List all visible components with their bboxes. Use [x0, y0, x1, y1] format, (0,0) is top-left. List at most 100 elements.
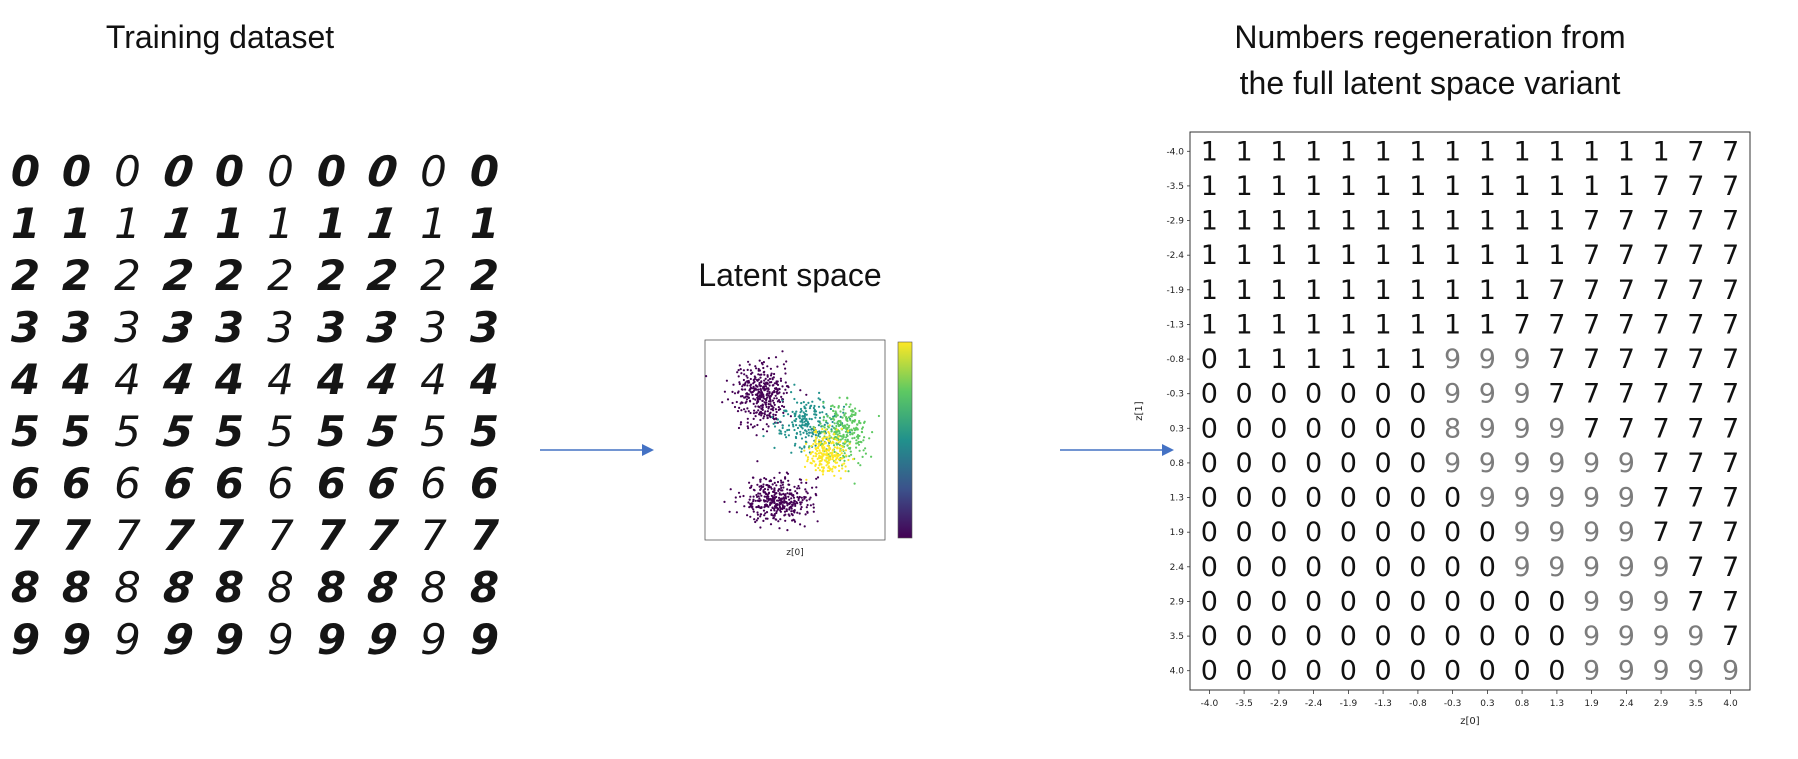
latent-point	[772, 514, 775, 517]
regen-digit: 1	[1270, 136, 1287, 167]
regen-digit: 7	[1687, 171, 1704, 202]
latent-point	[751, 502, 754, 505]
latent-point	[752, 397, 755, 400]
training-digit: 4	[316, 355, 347, 404]
latent-point	[783, 501, 786, 504]
regen-y-tick: 2.4	[1170, 563, 1185, 573]
latent-point	[831, 404, 834, 407]
latent-point	[829, 407, 832, 411]
latent-point	[849, 415, 852, 418]
latent-point	[821, 473, 825, 476]
training-digit: 3	[214, 303, 245, 352]
regen-digit: 1	[1409, 344, 1426, 375]
latent-point	[780, 481, 783, 484]
latent-point	[760, 494, 763, 497]
regen-y-tick: 3.5	[1170, 632, 1184, 642]
latent-point	[825, 460, 828, 463]
latent-point	[843, 414, 846, 417]
latent-point	[770, 372, 773, 375]
latent-point	[799, 508, 802, 511]
regen-digit: 9	[1687, 656, 1704, 687]
regen-digit: 0	[1236, 517, 1253, 548]
regen-digit: 0	[1236, 656, 1253, 687]
latent-point	[742, 383, 745, 386]
latent-point	[835, 454, 838, 457]
regen-digit: 0	[1305, 517, 1322, 548]
latent-point	[782, 392, 785, 395]
regen-digit: 9	[1653, 552, 1670, 583]
latent-point	[839, 477, 842, 480]
latent-point	[774, 408, 777, 411]
latent-point	[752, 500, 755, 503]
latent-point	[798, 487, 801, 490]
regen-digit: 1	[1375, 309, 1392, 340]
training-digit: 9	[160, 615, 197, 664]
regen-digit: 9	[1618, 483, 1635, 514]
latent-point	[742, 378, 745, 382]
regen-digit: 7	[1618, 240, 1635, 271]
latent-point	[763, 477, 766, 480]
latent-point	[793, 520, 797, 523]
regen-digit: 1	[1236, 136, 1253, 167]
latent-point	[851, 432, 854, 435]
training-digit: 5	[364, 407, 401, 456]
training-digit: 8	[364, 563, 401, 612]
latent-point	[854, 427, 857, 430]
latent-point	[771, 495, 774, 498]
latent-point	[739, 423, 742, 426]
latent-point	[827, 461, 831, 464]
latent-point	[762, 361, 765, 364]
regen-y-ticks: -4.0 -3.5 -2.9 -2.4 -1.9 -1.3 -0.8 -0.3 0.3 0.8 1.…	[1166, 147, 1190, 677]
latent-point	[805, 478, 808, 481]
regen-digit: 0	[1444, 586, 1461, 617]
latent-point	[813, 404, 816, 408]
regen-digit: 7	[1618, 275, 1635, 306]
latent-point	[819, 451, 822, 454]
training-digit: 9	[469, 615, 500, 664]
latent-point	[800, 496, 803, 499]
latent-point	[794, 490, 797, 493]
latent-point	[763, 387, 766, 390]
latent-point	[856, 428, 859, 431]
latent-point	[861, 426, 864, 429]
latent-point	[756, 423, 759, 427]
colorbar	[897, 341, 913, 539]
regen-digit: 1	[1409, 136, 1426, 167]
latent-point	[790, 507, 793, 510]
latent-point	[795, 432, 798, 435]
latent-point	[768, 412, 771, 415]
latent-point	[848, 431, 852, 434]
latent-point	[777, 496, 781, 499]
regen-digit: 1	[1444, 171, 1461, 202]
regen-digit: 1	[1340, 206, 1357, 237]
latent-point	[776, 508, 779, 511]
regen-digit: 9	[1618, 656, 1635, 687]
training-digit: 0	[469, 147, 500, 196]
latent-point	[774, 492, 777, 495]
latent-point	[788, 498, 791, 501]
regen-digit: 1	[1409, 275, 1426, 306]
latent-point	[774, 518, 777, 521]
training-digit: 1	[364, 199, 401, 248]
regen-digit: 1	[1236, 206, 1253, 237]
latent-point	[799, 430, 802, 433]
regen-digit: 9	[1514, 413, 1531, 444]
latent-point	[782, 481, 785, 484]
latent-point	[844, 465, 847, 468]
latent-point	[814, 441, 817, 444]
latent-point	[845, 434, 849, 437]
latent-point	[774, 505, 777, 509]
latent-point	[850, 453, 853, 456]
regen-digit: 1	[1409, 240, 1426, 271]
training-digit: 6	[267, 459, 294, 508]
latent-point	[835, 430, 838, 433]
latent-point	[781, 399, 784, 402]
latent-point	[767, 394, 770, 397]
latent-point	[826, 414, 829, 418]
latent-point	[776, 365, 779, 368]
regen-digit: 7	[1687, 136, 1704, 167]
training-digit: 9	[214, 615, 245, 664]
latent-point	[760, 412, 763, 415]
latent-point	[746, 407, 749, 410]
